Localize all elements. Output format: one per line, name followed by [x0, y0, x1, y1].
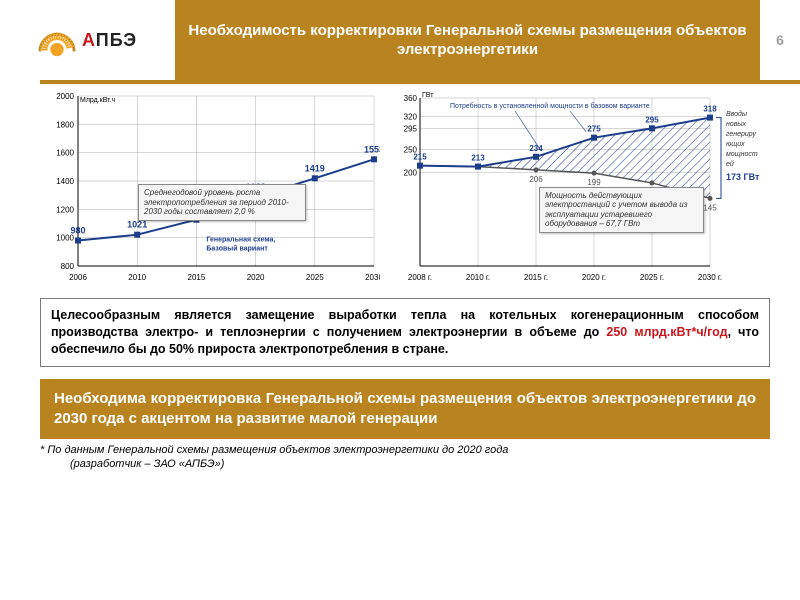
- page-number: 6: [760, 0, 800, 80]
- svg-text:ей: ей: [726, 160, 734, 168]
- svg-text:новых: новых: [726, 121, 747, 128]
- svg-text:145: 145: [703, 203, 717, 212]
- svg-text:ющих: ющих: [726, 141, 745, 148]
- svg-text:1021: 1021: [127, 220, 147, 230]
- svg-text:800: 800: [61, 262, 75, 271]
- conclusion-bar: Необходима корректировка Генеральной схе…: [40, 379, 770, 440]
- chart1-note: Среднегодовой уровень роста электропотре…: [138, 184, 306, 221]
- chart-capacity: 2002502953203602008 г.2010 г.2015 г.2020…: [390, 88, 780, 288]
- svg-text:1600: 1600: [56, 149, 74, 158]
- footnote-line1: * По данным Генеральной схемы размещения…: [40, 444, 508, 456]
- justify-box: Целесообразным является замещение вырабо…: [40, 298, 770, 367]
- footnote: * По данным Генеральной схемы размещения…: [40, 443, 770, 472]
- content-area: Целесообразным является замещение вырабо…: [0, 298, 800, 472]
- svg-text:Потребность в установленной мо: Потребность в установленной мощности в б…: [450, 102, 650, 110]
- svg-text:2010: 2010: [128, 273, 146, 282]
- footnote-line2: (разработчик – ЗАО «АПБЭ»): [70, 458, 224, 470]
- svg-text:213: 213: [471, 154, 485, 163]
- svg-text:2015 г.: 2015 г.: [524, 273, 548, 282]
- justify-text: Целесообразным является замещение вырабо…: [51, 307, 759, 358]
- svg-text:2025: 2025: [306, 273, 324, 282]
- para-red: 250 млрд.кВт*ч/год: [606, 325, 727, 339]
- svg-text:215: 215: [413, 153, 427, 162]
- svg-text:980: 980: [70, 226, 85, 236]
- svg-text:2008 г.: 2008 г.: [408, 273, 432, 282]
- charts-row: 8001000120014001600180020002006201020152…: [0, 84, 800, 294]
- svg-text:2020 г.: 2020 г.: [582, 273, 606, 282]
- svg-text:1553: 1553: [364, 144, 380, 154]
- svg-text:295: 295: [645, 115, 659, 124]
- logo-box: АПБЭ: [0, 0, 175, 80]
- svg-text:1419: 1419: [305, 163, 325, 173]
- header: АПБЭ Необходимость корректировки Генерал…: [0, 0, 800, 80]
- svg-text:295: 295: [404, 124, 418, 133]
- svg-text:173 ГВт: 173 ГВт: [726, 172, 760, 182]
- svg-text:2030: 2030: [365, 273, 380, 282]
- svg-text:Вводы: Вводы: [726, 110, 748, 118]
- svg-text:1800: 1800: [56, 120, 74, 129]
- svg-text:мощност: мощност: [726, 151, 758, 158]
- logo: АПБЭ: [38, 21, 137, 59]
- svg-text:Генеральная схема,: Генеральная схема,: [206, 237, 275, 244]
- svg-text:1200: 1200: [56, 205, 74, 214]
- slide-title: Необходимость корректировки Генеральной …: [187, 21, 748, 60]
- svg-text:ГВт: ГВт: [422, 92, 434, 99]
- svg-text:1400: 1400: [56, 177, 74, 186]
- logo-text: АПБЭ: [82, 30, 137, 51]
- svg-text:2010 г.: 2010 г.: [466, 273, 490, 282]
- svg-text:234: 234: [529, 144, 543, 153]
- svg-text:генериру: генериру: [726, 131, 756, 138]
- svg-text:2000: 2000: [56, 92, 74, 101]
- chart2-note: Мощность действующих электростанций с уч…: [539, 187, 704, 233]
- svg-text:2015: 2015: [188, 273, 206, 282]
- svg-text:Млрд.кВт.ч: Млрд.кВт.ч: [80, 97, 116, 104]
- sun-logo-icon: [38, 21, 76, 59]
- title-box: Необходимость корректировки Генеральной …: [175, 0, 760, 80]
- svg-text:320: 320: [404, 113, 418, 122]
- svg-text:Базовый вариант: Базовый вариант: [206, 245, 268, 253]
- svg-text:2025 г.: 2025 г.: [640, 273, 664, 282]
- svg-text:275: 275: [587, 125, 601, 134]
- svg-text:2020: 2020: [247, 273, 265, 282]
- conclusion-text: Необходима корректировка Генеральной схе…: [54, 389, 756, 430]
- svg-text:2006: 2006: [69, 273, 87, 282]
- svg-text:318: 318: [703, 105, 717, 114]
- chart-consumption: 8001000120014001600180020002006201020152…: [40, 88, 380, 288]
- svg-text:2030 г.: 2030 г.: [698, 273, 722, 282]
- svg-text:360: 360: [404, 94, 418, 103]
- svg-text:206: 206: [529, 175, 543, 184]
- svg-text:200: 200: [404, 169, 418, 178]
